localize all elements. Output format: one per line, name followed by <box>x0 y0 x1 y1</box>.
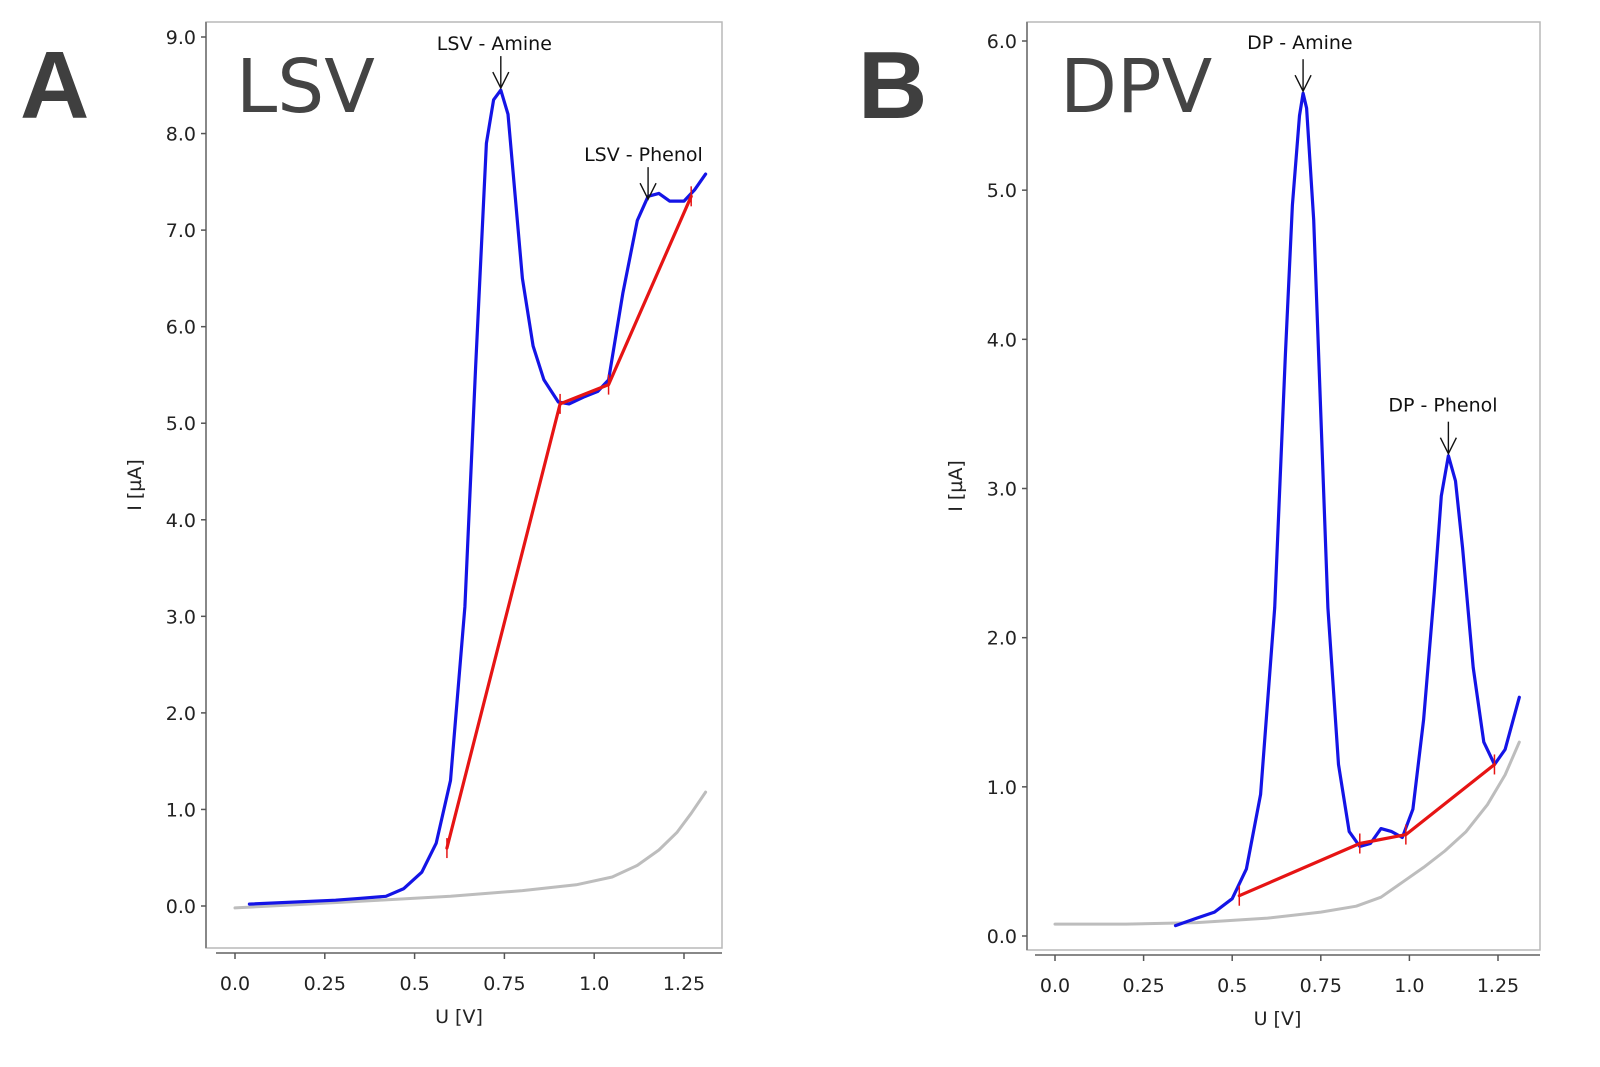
annotation-arrow-head <box>1294 74 1312 93</box>
y-tick-label: 0.0 <box>987 926 1017 948</box>
annotation-label: LSV - Amine <box>437 33 552 55</box>
series-blank-line <box>233 790 708 910</box>
x-tick-label: 0.25 <box>304 973 346 995</box>
series-baseline-line <box>1237 762 1497 898</box>
x-axis-label: U [V] <box>1254 1008 1302 1030</box>
x-tick-label: 0.5 <box>399 973 429 995</box>
series-sample-line <box>247 88 708 906</box>
x-axis-label: U [V] <box>435 1006 483 1028</box>
x-tick-label: 0.0 <box>1040 975 1070 997</box>
y-tick-label: 7.0 <box>166 220 196 242</box>
y-tick-label: 2.0 <box>987 628 1017 650</box>
y-tick-label: 5.0 <box>987 180 1017 202</box>
plot-frame <box>1026 21 1541 951</box>
mode-title: DPV <box>1060 44 1213 130</box>
y-tick-label: 5.0 <box>166 413 196 435</box>
y-tick-label: 4.0 <box>987 329 1017 351</box>
chart-dpv: 0.0 1.0 2.0 3.0 4.0 5.0 6.0 0.0 0.25 0.5 0.75 1.0 1.… <box>945 21 1541 1030</box>
annotation-label: LSV - Phenol <box>584 144 703 166</box>
series-sample-line <box>1173 91 1521 928</box>
y-tick-label: 9.0 <box>166 27 196 49</box>
y-tick-label: 4.0 <box>166 510 196 532</box>
series-blank-line <box>1053 740 1521 926</box>
y-axis-label: I [µA] <box>945 460 967 512</box>
annotation-arrow-head <box>639 182 657 201</box>
y-tick-label: 6.0 <box>166 317 196 339</box>
x-tick-label: 1.25 <box>663 973 705 995</box>
y-tick-label: 2.0 <box>166 703 196 725</box>
x-tick-label: 0.5 <box>1217 975 1247 997</box>
panel-letter-b: B <box>858 32 928 139</box>
x-tick-label: 0.75 <box>1300 975 1342 997</box>
chart-lsv: 0.0 1.0 2.0 3.0 4.0 5.0 6.0 7.0 8.0 9.0 0.0 0.25 0.5… <box>124 21 723 1028</box>
x-tick-label: 0.75 <box>483 973 525 995</box>
annotation-label: DP - Amine <box>1247 32 1353 54</box>
annotation-arrow-head <box>1439 437 1458 456</box>
y-tick-label: 3.0 <box>987 479 1017 501</box>
y-tick-label: 3.0 <box>166 606 196 628</box>
series-baseline-line <box>445 194 693 850</box>
y-tick-label: 1.0 <box>987 777 1017 799</box>
x-tick-label: 1.0 <box>1394 975 1424 997</box>
y-tick-label: 8.0 <box>166 124 196 146</box>
x-tick-label: 1.25 <box>1477 975 1519 997</box>
x-tick-label: 1.0 <box>579 973 609 995</box>
panel-letter-a: A <box>20 32 90 139</box>
y-tick-label: 6.0 <box>987 31 1017 53</box>
x-tick-label: 0.0 <box>220 973 250 995</box>
y-axis-label: I [µA] <box>124 459 146 511</box>
x-tick-label: 0.25 <box>1122 975 1164 997</box>
annotation-arrow-head <box>492 71 510 90</box>
y-tick-label: 0.0 <box>166 896 196 918</box>
y-tick-label: 1.0 <box>166 799 196 821</box>
annotation-label: DP - Phenol <box>1388 395 1497 417</box>
mode-title: LSV <box>236 44 375 130</box>
